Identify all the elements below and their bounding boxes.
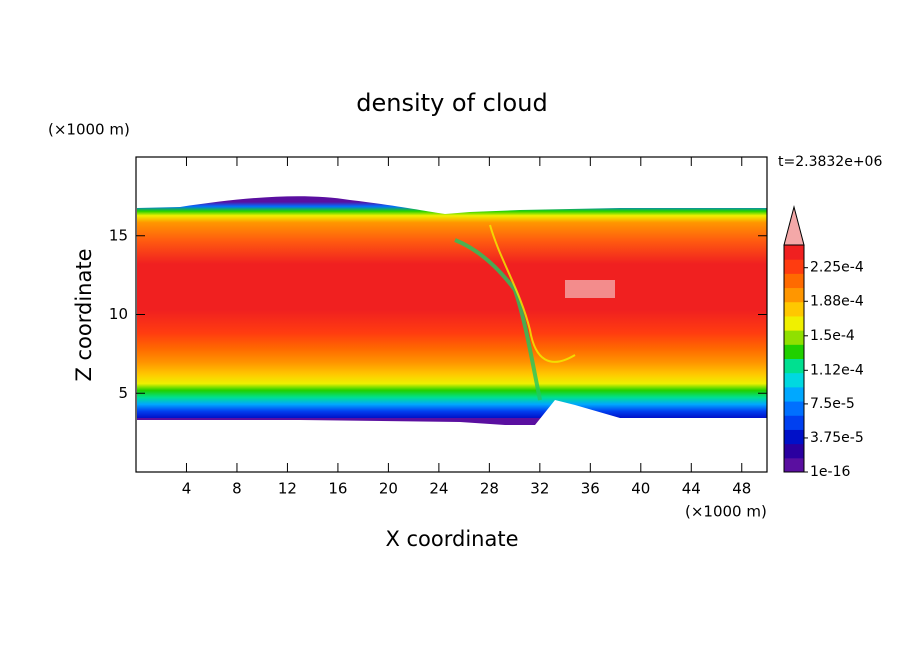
colorbar-band: [784, 443, 804, 459]
x-tick-label: 44: [682, 480, 701, 498]
colorbar-frame: [783, 244, 805, 473]
colorbar-band: [784, 358, 804, 374]
x-tick-label: 40: [631, 480, 650, 498]
colorbar-band: [784, 245, 804, 260]
colorbar-band: [784, 330, 804, 345]
x-tick-label: 4: [182, 480, 192, 498]
colorbar-tick-label: 7.5e-5: [810, 396, 855, 412]
cloud-patch: [565, 280, 615, 298]
x-tick-label: 32: [530, 480, 549, 498]
colorbar-band: [784, 301, 804, 317]
cloud-region: [137, 196, 767, 425]
colorbar-tick-label: 3.75e-5: [810, 430, 864, 446]
colorbar-band: [784, 386, 804, 402]
x-tick-label: 24: [429, 480, 448, 498]
chart-title: density of cloud: [356, 89, 547, 117]
y-unit: (×1000 m): [48, 121, 130, 139]
colorbar-band: [784, 401, 804, 416]
cloud-field: [137, 196, 767, 425]
colorbar-tick-label: 1.88e-4: [810, 293, 864, 309]
colorbar-band: [784, 372, 804, 388]
y-tick-label: 10: [109, 305, 128, 323]
x-tick-label: 12: [278, 480, 297, 498]
cloud-plume: [454, 238, 542, 401]
colorbar-tick-label: 1.5e-4: [810, 328, 855, 344]
colorbar-band: [784, 273, 804, 289]
y-tick-label: 15: [109, 226, 128, 244]
x-tick-label: 36: [581, 480, 600, 498]
colorbar-tick-label: 1.12e-4: [810, 362, 864, 378]
colorbar-band: [784, 429, 804, 445]
time-annotation: t=2.3832e+06: [778, 154, 882, 170]
x-tick-label: 8: [232, 480, 242, 498]
colorbar-extension: [783, 205, 805, 246]
x-unit: (×1000 m): [685, 503, 767, 521]
colorbar-band: [784, 315, 804, 331]
colorbar-band: [784, 344, 804, 359]
colorbar-tick-label: 2.25e-4: [810, 260, 864, 276]
colorbar-tick-label: 1e-16: [810, 464, 850, 480]
cloud-plume: [489, 224, 576, 363]
x-tick-label: 28: [480, 480, 499, 498]
colorbar-band: [784, 259, 804, 274]
x-tick-label: 48: [732, 480, 751, 498]
y-tick-label: 5: [118, 384, 128, 402]
x-axis-label: X coordinate: [385, 527, 518, 551]
colorbar-band: [784, 287, 804, 303]
x-tick-label: 20: [379, 480, 398, 498]
colorbar-band: [784, 415, 804, 430]
x-tick-label: 16: [328, 480, 347, 498]
colorbar-band: [784, 457, 804, 473]
y-axis-label: Z coordinate: [72, 248, 96, 381]
